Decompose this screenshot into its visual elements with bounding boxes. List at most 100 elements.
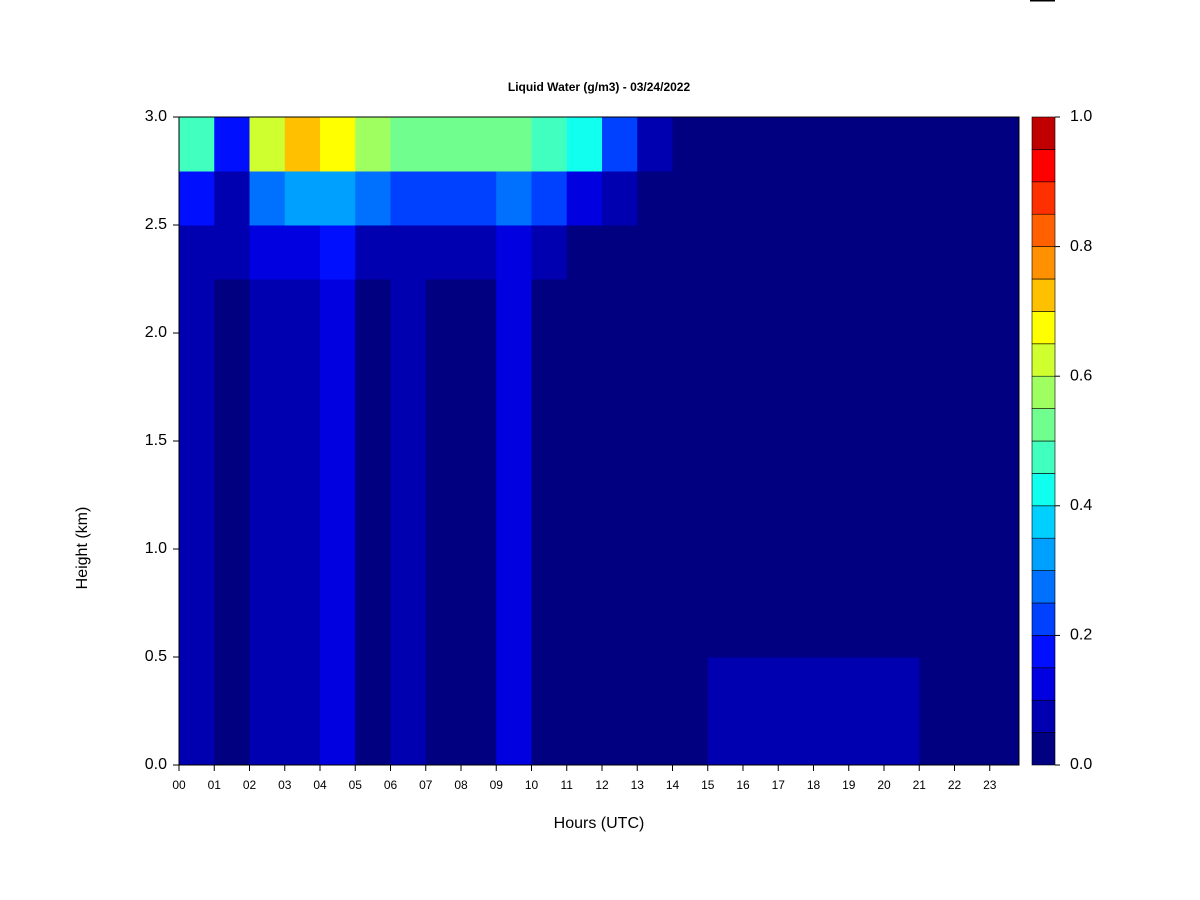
heat-cell [179, 225, 215, 280]
heat-cell [179, 279, 215, 334]
heat-cell [989, 711, 1020, 766]
heat-cell [954, 225, 991, 280]
heat-cell [707, 441, 744, 496]
heat-cell [813, 387, 850, 442]
heat-cell [249, 549, 286, 604]
y-axis-label: Height (km) [74, 507, 91, 590]
heat-cell [284, 603, 321, 658]
x-tick-label: 07 [419, 778, 433, 792]
heat-cell [954, 333, 991, 388]
heat-cell [284, 387, 321, 442]
heat-cell [919, 603, 955, 658]
x-axis-label: Hours (UTC) [554, 815, 645, 832]
x-tick-label: 02 [243, 778, 257, 792]
heat-cell [355, 387, 391, 442]
heat-cell [319, 225, 356, 280]
heat-cell [601, 603, 638, 658]
heat-cell [989, 549, 1020, 604]
heat-cell [214, 225, 250, 280]
x-tick-label: 09 [490, 778, 504, 792]
heat-cell [883, 279, 920, 334]
heat-cell [813, 171, 850, 226]
heat-cell [214, 333, 250, 388]
x-tick-label: 13 [631, 778, 645, 792]
heat-cell [460, 279, 497, 334]
heat-cell [425, 495, 462, 550]
heat-cell [637, 387, 673, 442]
colorbar-segment [1031, 602, 1056, 636]
heat-cell [214, 441, 250, 496]
heat-cell [672, 441, 709, 496]
heat-cell [425, 225, 462, 280]
heat-cell [778, 711, 814, 766]
heat-cell [989, 387, 1020, 442]
heat-cell [355, 657, 391, 712]
heat-cell [601, 387, 638, 442]
heat-cell [566, 279, 603, 334]
heat-cell [742, 387, 779, 442]
heat-cell [460, 171, 497, 226]
heat-cell [954, 441, 991, 496]
heat-cell [179, 603, 215, 658]
heat-cell [460, 225, 497, 280]
heat-cell [460, 657, 497, 712]
heat-cell [813, 333, 850, 388]
heat-cell [707, 225, 744, 280]
heat-cell [778, 657, 814, 712]
heat-cell [883, 387, 920, 442]
colorbar-segment [1031, 343, 1056, 377]
heat-cell [214, 387, 250, 442]
heat-cell [214, 117, 250, 172]
colorbar-segment [1031, 149, 1056, 183]
colorbar-segment [1031, 246, 1056, 280]
heat-cell [883, 495, 920, 550]
heat-cell [390, 549, 427, 604]
x-tick-label: 22 [948, 778, 962, 792]
heat-cell [848, 711, 885, 766]
heat-cell [707, 603, 744, 658]
heat-cell [954, 603, 991, 658]
heat-cell [531, 225, 568, 280]
heat-cell [531, 333, 568, 388]
heat-cell [742, 117, 779, 172]
heat-cell [425, 387, 462, 442]
heat-cell [249, 279, 286, 334]
heat-cell [778, 171, 814, 226]
heat-cell [919, 549, 955, 604]
heat-cell [425, 171, 462, 226]
heat-cell [919, 171, 955, 226]
colorbar-tick-label: 0.4 [1070, 497, 1092, 514]
y-tick-label: 1.0 [145, 540, 167, 557]
heat-cell [742, 333, 779, 388]
heat-cell [637, 171, 673, 226]
heat-cell [883, 225, 920, 280]
heat-cell [566, 387, 603, 442]
heat-cell [989, 279, 1020, 334]
heat-cell [954, 657, 991, 712]
heat-cell [390, 225, 427, 280]
heat-cell [496, 657, 532, 712]
heat-cell [566, 171, 603, 226]
heat-cell [672, 603, 709, 658]
heat-cell [284, 171, 321, 226]
colorbar-tick-label: 0.6 [1070, 367, 1092, 384]
heat-cell [742, 279, 779, 334]
colorbar-segment [1031, 537, 1056, 571]
colorbar-segment [1031, 116, 1056, 150]
heat-cell [954, 171, 991, 226]
heat-cell [460, 117, 497, 172]
heat-cell [813, 117, 850, 172]
x-tick-label: 05 [349, 778, 363, 792]
heat-cell [460, 495, 497, 550]
heat-cell [672, 279, 709, 334]
heat-cell [496, 387, 532, 442]
heat-cell [249, 387, 286, 442]
x-tick-label: 18 [807, 778, 821, 792]
heat-cell [707, 387, 744, 442]
y-tick-label: 2.0 [145, 324, 167, 341]
heat-cell [637, 225, 673, 280]
heat-cell [390, 117, 427, 172]
heat-cell [672, 387, 709, 442]
heat-cell [566, 603, 603, 658]
y-tick-label: 2.5 [145, 216, 167, 233]
